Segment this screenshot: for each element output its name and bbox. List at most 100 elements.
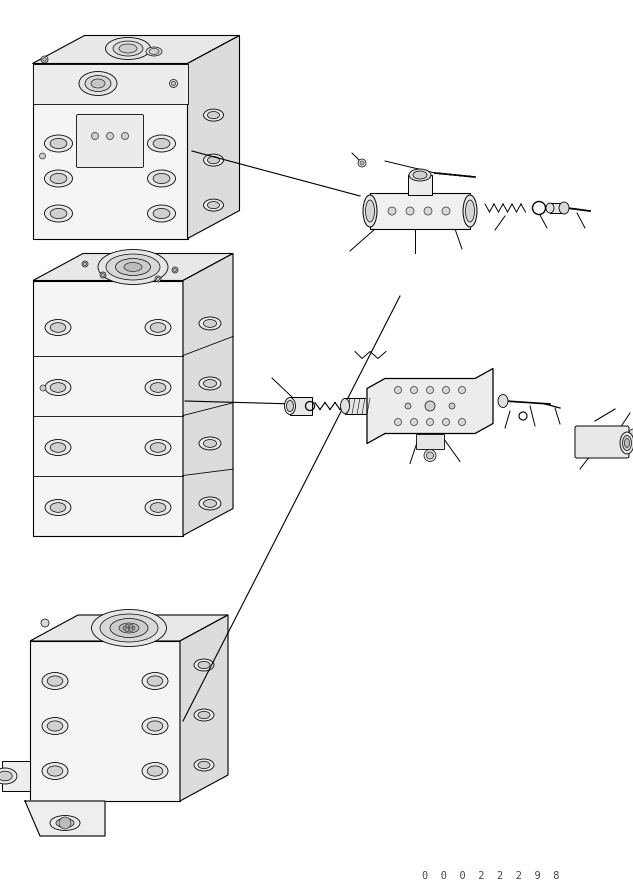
Circle shape bbox=[172, 82, 175, 85]
Circle shape bbox=[59, 817, 71, 829]
Circle shape bbox=[360, 161, 364, 165]
Polygon shape bbox=[32, 64, 187, 238]
FancyBboxPatch shape bbox=[77, 115, 144, 168]
Ellipse shape bbox=[50, 138, 67, 149]
Ellipse shape bbox=[194, 709, 214, 721]
Circle shape bbox=[173, 269, 177, 271]
Polygon shape bbox=[183, 254, 233, 536]
Ellipse shape bbox=[498, 394, 508, 408]
Ellipse shape bbox=[147, 205, 175, 222]
Ellipse shape bbox=[45, 440, 71, 455]
Circle shape bbox=[41, 619, 49, 627]
Ellipse shape bbox=[91, 79, 105, 88]
Polygon shape bbox=[367, 368, 493, 444]
Polygon shape bbox=[33, 254, 233, 280]
Ellipse shape bbox=[92, 609, 166, 647]
Ellipse shape bbox=[50, 383, 66, 392]
Ellipse shape bbox=[145, 499, 171, 515]
Ellipse shape bbox=[44, 170, 73, 187]
Ellipse shape bbox=[203, 320, 216, 327]
Circle shape bbox=[43, 57, 46, 61]
Ellipse shape bbox=[45, 380, 71, 395]
Ellipse shape bbox=[203, 109, 223, 121]
Ellipse shape bbox=[198, 711, 210, 719]
Ellipse shape bbox=[124, 263, 142, 271]
Ellipse shape bbox=[47, 721, 63, 731]
Bar bbox=[550, 203, 564, 213]
Ellipse shape bbox=[620, 432, 633, 454]
Polygon shape bbox=[25, 801, 105, 836]
Circle shape bbox=[388, 207, 396, 215]
Ellipse shape bbox=[45, 499, 71, 515]
Text: 0  0  0  2  2  2  9  8: 0 0 0 2 2 2 9 8 bbox=[422, 871, 560, 881]
Circle shape bbox=[100, 272, 106, 278]
Ellipse shape bbox=[208, 202, 220, 209]
Ellipse shape bbox=[50, 323, 66, 332]
Ellipse shape bbox=[150, 503, 166, 513]
Bar bbox=[408, 175, 432, 195]
Ellipse shape bbox=[203, 154, 223, 166]
Ellipse shape bbox=[145, 320, 171, 335]
Circle shape bbox=[156, 278, 160, 280]
Circle shape bbox=[82, 261, 88, 267]
Polygon shape bbox=[33, 280, 183, 536]
Ellipse shape bbox=[465, 200, 475, 222]
Ellipse shape bbox=[47, 766, 63, 776]
Ellipse shape bbox=[142, 673, 168, 690]
Ellipse shape bbox=[199, 437, 221, 450]
Ellipse shape bbox=[50, 443, 66, 452]
Ellipse shape bbox=[42, 762, 68, 780]
Ellipse shape bbox=[150, 443, 166, 452]
Ellipse shape bbox=[625, 438, 629, 447]
Ellipse shape bbox=[203, 440, 216, 447]
Ellipse shape bbox=[85, 75, 111, 91]
Ellipse shape bbox=[147, 135, 175, 152]
Polygon shape bbox=[32, 36, 239, 64]
Circle shape bbox=[125, 625, 129, 628]
Polygon shape bbox=[30, 641, 180, 801]
Bar bbox=[345, 398, 373, 414]
Ellipse shape bbox=[149, 48, 159, 55]
Ellipse shape bbox=[110, 618, 148, 637]
Circle shape bbox=[427, 386, 434, 393]
Ellipse shape bbox=[56, 819, 74, 828]
Ellipse shape bbox=[194, 659, 214, 671]
Ellipse shape bbox=[409, 169, 431, 181]
Ellipse shape bbox=[208, 111, 220, 118]
Circle shape bbox=[458, 418, 465, 426]
Circle shape bbox=[405, 403, 411, 409]
Circle shape bbox=[358, 159, 366, 167]
Circle shape bbox=[424, 450, 436, 461]
Ellipse shape bbox=[119, 44, 137, 53]
Ellipse shape bbox=[145, 440, 171, 455]
Ellipse shape bbox=[203, 500, 216, 507]
Circle shape bbox=[410, 418, 418, 426]
Bar bbox=[370, 193, 470, 229]
Ellipse shape bbox=[153, 138, 170, 149]
Ellipse shape bbox=[147, 676, 163, 686]
Ellipse shape bbox=[45, 320, 71, 335]
Ellipse shape bbox=[546, 203, 554, 213]
Ellipse shape bbox=[150, 323, 166, 332]
Ellipse shape bbox=[106, 38, 151, 59]
Ellipse shape bbox=[199, 377, 221, 390]
Ellipse shape bbox=[413, 171, 427, 179]
Ellipse shape bbox=[50, 815, 80, 831]
Ellipse shape bbox=[365, 200, 375, 222]
Ellipse shape bbox=[194, 759, 214, 771]
Circle shape bbox=[424, 207, 432, 215]
Ellipse shape bbox=[119, 623, 139, 633]
Ellipse shape bbox=[622, 435, 632, 451]
Ellipse shape bbox=[44, 135, 73, 152]
Ellipse shape bbox=[287, 401, 294, 411]
Ellipse shape bbox=[284, 398, 296, 415]
Circle shape bbox=[101, 273, 104, 277]
Ellipse shape bbox=[106, 254, 160, 280]
Ellipse shape bbox=[145, 380, 171, 395]
Circle shape bbox=[170, 80, 177, 88]
Ellipse shape bbox=[199, 317, 221, 330]
Circle shape bbox=[122, 133, 128, 140]
Circle shape bbox=[394, 386, 401, 393]
Circle shape bbox=[449, 403, 455, 409]
Ellipse shape bbox=[203, 199, 223, 211]
